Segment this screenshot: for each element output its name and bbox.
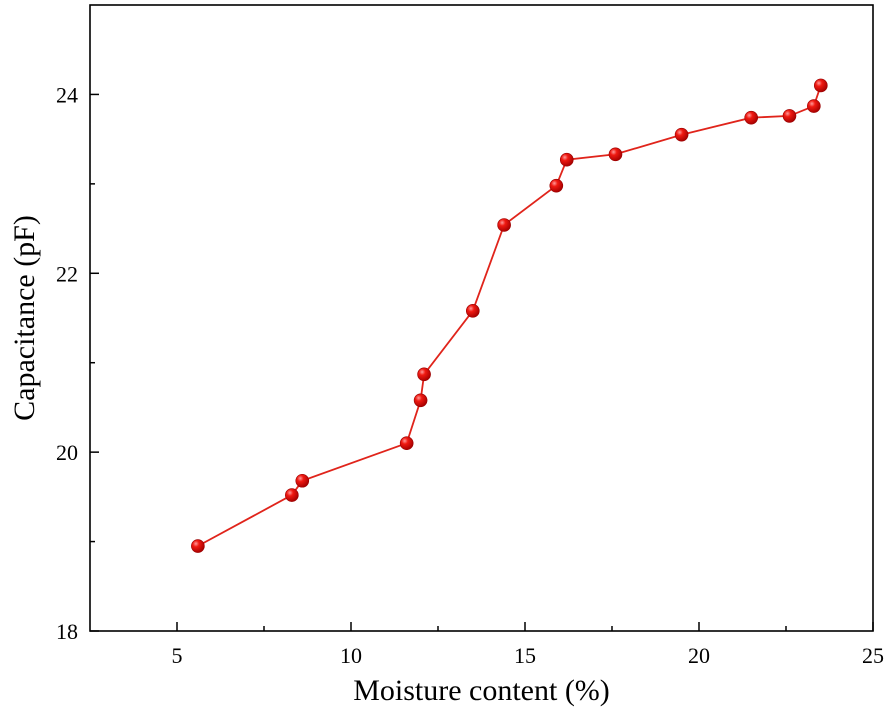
y-tick-label: 20 (56, 440, 78, 465)
y-tick-label: 18 (56, 619, 78, 644)
data-point (191, 539, 205, 553)
y-axis-title: Capacitance (pF) (8, 215, 41, 421)
y-axis-ticks: 18 20 22 24 (56, 82, 99, 644)
data-point (285, 488, 299, 502)
x-axis-ticks: 5 10 15 20 25 (172, 622, 884, 668)
data-point (465, 304, 480, 318)
data-point (782, 109, 797, 123)
data-point (674, 127, 689, 142)
x-tick-label: 15 (514, 643, 536, 668)
data-point (549, 178, 564, 193)
data-point (559, 152, 574, 167)
data-point (744, 110, 759, 125)
series-line (197, 85, 822, 547)
series-layer (191, 78, 828, 553)
x-axis-title: Moisture content (%) (353, 674, 610, 707)
y-tick-label: 24 (56, 82, 78, 107)
data-point (417, 367, 431, 382)
x-tick-label: 5 (172, 643, 183, 668)
data-point (399, 436, 414, 451)
data-point (295, 473, 310, 488)
y-tick-label: 22 (56, 261, 78, 286)
data-point (813, 78, 828, 93)
plot-frame (89, 4, 874, 632)
x-tick-label: 25 (862, 643, 884, 668)
data-point (807, 99, 821, 113)
x-tick-label: 10 (340, 643, 362, 668)
data-point (608, 147, 623, 162)
x-tick-label: 20 (688, 643, 710, 668)
data-point (413, 393, 428, 408)
data-point (497, 218, 511, 232)
